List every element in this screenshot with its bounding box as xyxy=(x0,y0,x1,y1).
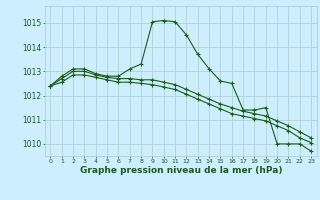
X-axis label: Graphe pression niveau de la mer (hPa): Graphe pression niveau de la mer (hPa) xyxy=(80,166,282,175)
